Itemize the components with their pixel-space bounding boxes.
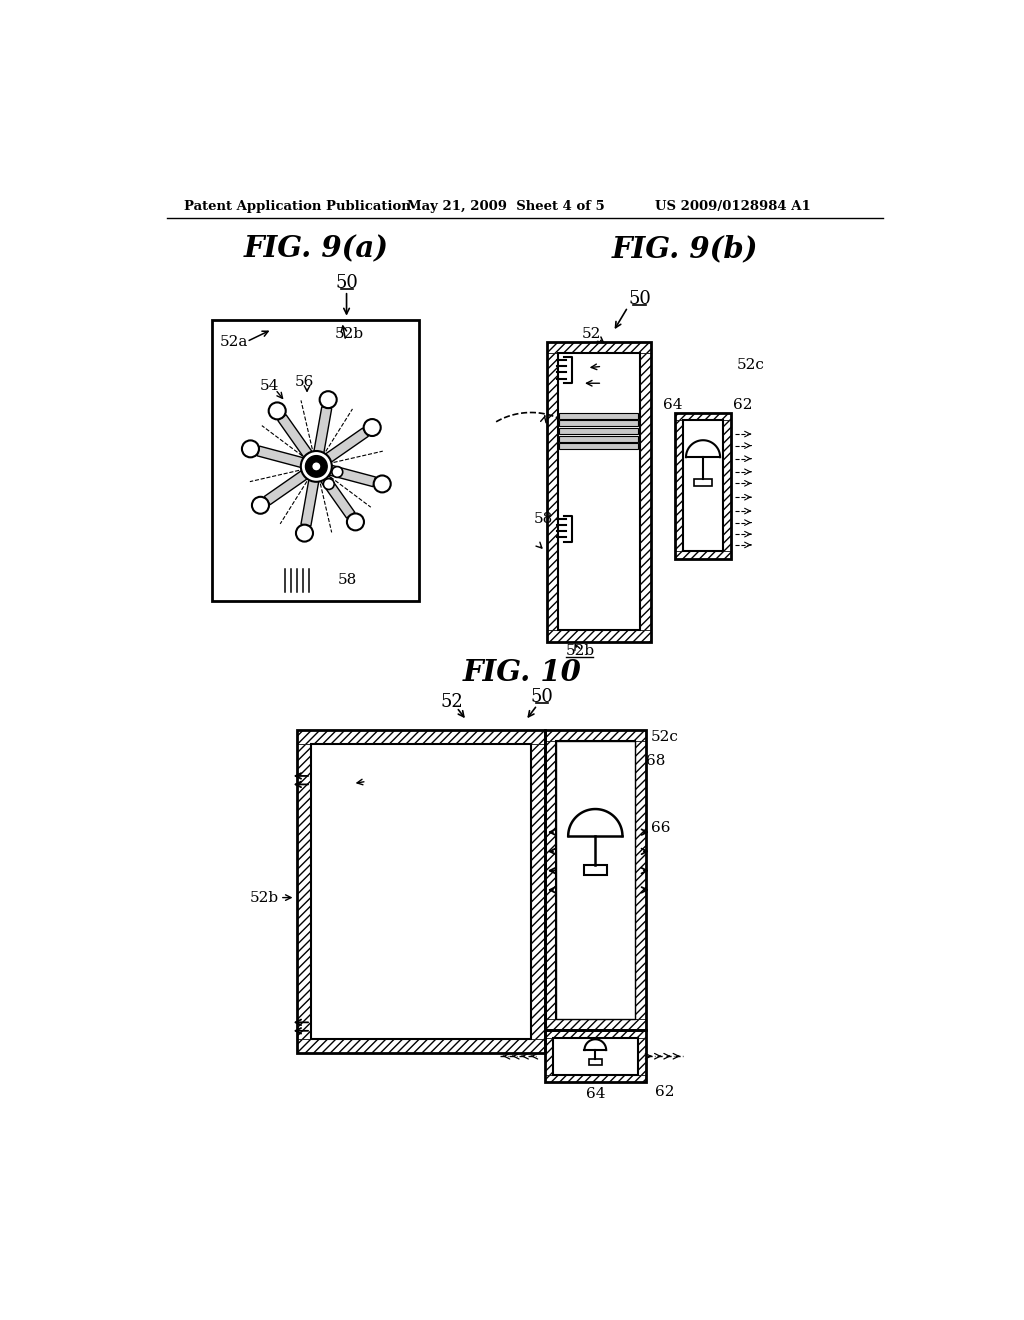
- Text: 52: 52: [582, 327, 601, 341]
- Bar: [584, 866, 607, 875]
- Bar: [723, 420, 731, 552]
- Bar: [556, 741, 635, 1019]
- Circle shape: [311, 462, 321, 471]
- Text: 52c: 52c: [651, 730, 679, 744]
- Bar: [547, 631, 651, 642]
- Bar: [545, 1019, 646, 1030]
- Bar: [297, 743, 311, 1039]
- FancyArrow shape: [301, 466, 322, 525]
- Text: 54: 54: [604, 374, 624, 387]
- Bar: [675, 420, 683, 552]
- Bar: [547, 342, 651, 642]
- Bar: [675, 412, 731, 558]
- Bar: [545, 1030, 646, 1038]
- Text: 50: 50: [530, 689, 553, 706]
- Text: 60: 60: [581, 467, 600, 480]
- Circle shape: [364, 418, 381, 436]
- Circle shape: [296, 524, 313, 541]
- Bar: [297, 1039, 545, 1053]
- Bar: [559, 428, 638, 434]
- Bar: [212, 321, 420, 601]
- Bar: [545, 1074, 646, 1082]
- Text: 56: 56: [295, 375, 314, 388]
- Text: 58: 58: [338, 573, 357, 587]
- Text: 64: 64: [586, 1086, 605, 1101]
- Text: 52b: 52b: [565, 644, 594, 659]
- Bar: [638, 1038, 646, 1074]
- Text: 52: 52: [440, 693, 463, 711]
- Bar: [545, 730, 646, 741]
- Circle shape: [324, 479, 334, 490]
- Bar: [558, 354, 640, 631]
- Circle shape: [319, 391, 337, 408]
- Text: 68: 68: [646, 754, 665, 767]
- Text: 52a: 52a: [604, 358, 632, 372]
- Bar: [559, 444, 638, 449]
- Text: 64: 64: [664, 397, 683, 412]
- Circle shape: [347, 513, 364, 531]
- Bar: [635, 741, 646, 1019]
- FancyArrow shape: [313, 428, 369, 470]
- Bar: [559, 420, 638, 426]
- Text: 52b: 52b: [334, 327, 364, 341]
- FancyArrow shape: [311, 407, 332, 467]
- FancyArrow shape: [315, 462, 376, 487]
- Bar: [297, 730, 545, 1053]
- Bar: [559, 436, 638, 442]
- Text: 66: 66: [651, 821, 671, 836]
- Circle shape: [374, 475, 391, 492]
- Bar: [297, 730, 545, 743]
- Text: FIG. 9(b): FIG. 9(b): [611, 235, 758, 264]
- Text: May 21, 2009  Sheet 4 of 5: May 21, 2009 Sheet 4 of 5: [407, 199, 605, 213]
- FancyArrow shape: [278, 414, 321, 470]
- Bar: [675, 552, 731, 558]
- Text: Patent Application Publication: Patent Application Publication: [183, 199, 411, 213]
- Bar: [547, 354, 558, 631]
- Bar: [553, 1038, 638, 1074]
- Bar: [675, 412, 731, 420]
- Text: 52c: 52c: [737, 358, 765, 372]
- Circle shape: [242, 441, 259, 457]
- Text: 62: 62: [654, 1085, 674, 1098]
- Circle shape: [301, 451, 332, 482]
- Text: 69: 69: [559, 754, 579, 767]
- Text: US 2009/0128984 A1: US 2009/0128984 A1: [655, 199, 811, 213]
- FancyArrow shape: [312, 463, 355, 519]
- Bar: [556, 741, 635, 1019]
- Text: 50: 50: [335, 275, 358, 292]
- Bar: [547, 342, 651, 354]
- Bar: [559, 412, 638, 418]
- Bar: [589, 1059, 601, 1065]
- Circle shape: [305, 455, 328, 478]
- Bar: [693, 479, 713, 487]
- Bar: [531, 743, 545, 1039]
- Text: FIG. 10: FIG. 10: [462, 659, 582, 688]
- Bar: [683, 420, 723, 552]
- Bar: [311, 743, 531, 1039]
- Text: 54: 54: [369, 772, 388, 785]
- Bar: [545, 730, 646, 1030]
- Text: 62: 62: [733, 397, 753, 412]
- Bar: [545, 1038, 553, 1074]
- Text: FIG. 9(a): FIG. 9(a): [244, 235, 389, 264]
- FancyArrow shape: [257, 446, 317, 471]
- Text: 54: 54: [260, 379, 280, 392]
- Text: 50: 50: [628, 290, 651, 309]
- Bar: [640, 354, 651, 631]
- Circle shape: [252, 496, 269, 513]
- Circle shape: [268, 403, 286, 420]
- Circle shape: [332, 466, 343, 478]
- Text: 52b: 52b: [250, 891, 280, 904]
- Bar: [545, 741, 556, 1019]
- Bar: [545, 1030, 646, 1082]
- FancyArrow shape: [264, 462, 319, 504]
- Text: 56: 56: [568, 396, 588, 411]
- Text: 58: 58: [534, 512, 553, 525]
- Text: 52a: 52a: [220, 335, 249, 348]
